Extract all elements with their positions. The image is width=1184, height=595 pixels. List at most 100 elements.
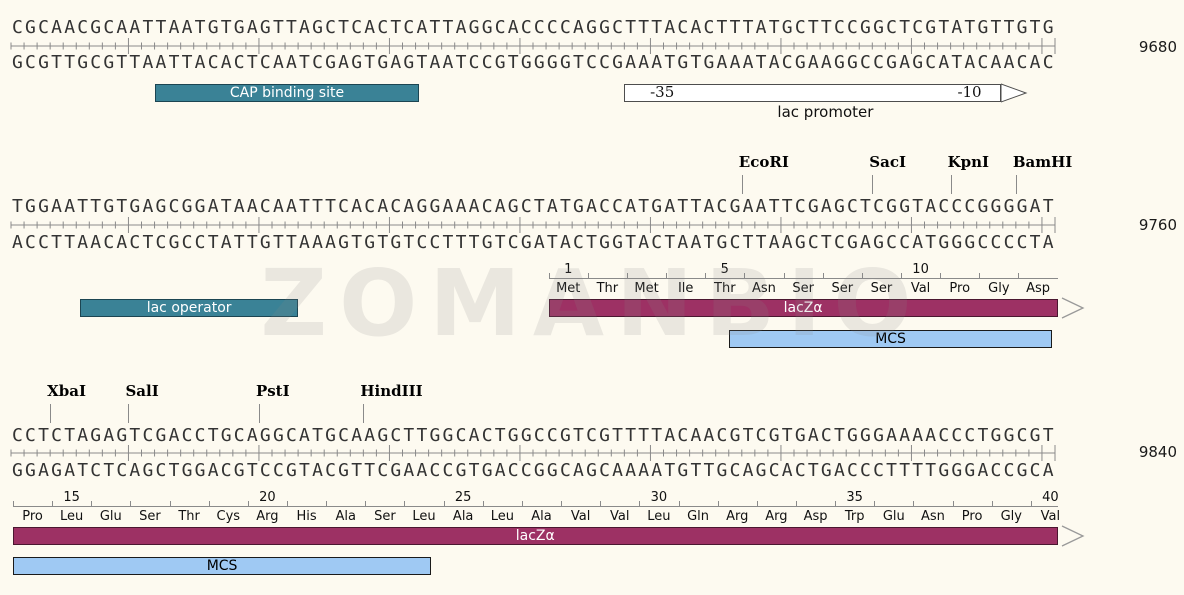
translation-ruler-tick — [626, 273, 628, 278]
translation-ruler-tick — [756, 501, 758, 506]
bottom-strand-row-1[interactable]: GCGTTGCGTTAATTACACTCAATCGAGTGAGTAATCCGTG… — [12, 52, 1056, 73]
translation-ruler-tick — [901, 273, 902, 278]
translation-ruler-tick — [287, 501, 288, 506]
mcs-box[interactable]: MCS — [728, 330, 1053, 348]
restriction-site-tick-SalI — [128, 404, 130, 423]
feature-cap-binding-site[interactable]: CAP binding site — [154, 84, 420, 102]
aa-label-Gln: Gln — [687, 509, 710, 524]
aa-label-Thr: Thr — [178, 509, 200, 524]
position-label: 9840 — [1138, 443, 1177, 461]
translation-ruler-tick — [587, 273, 589, 278]
translation-ruler-tick — [169, 501, 171, 506]
restriction-site-tick-HindIII — [363, 404, 365, 423]
top-strand-row-3[interactable]: CCTCTAGAGTCGACCTGCAGGCATGCAAGCTTGGCACTGG… — [12, 425, 1056, 446]
top-strand-row-2[interactable]: TGGAATTGTGAGCGGATAACAATTTCACACAGGAAACAGC… — [12, 196, 1056, 217]
translation-ruler-tick — [940, 273, 942, 278]
translation-bar-lacZa[interactable]: lacZα — [548, 299, 1058, 317]
translation-ruler-tick — [639, 501, 641, 506]
aa-label-Asp: Asp — [1026, 281, 1050, 296]
translation-ruler-tick — [52, 501, 54, 506]
translation-ruler-tick — [443, 501, 445, 506]
aa-label-Asn: Asn — [921, 509, 945, 524]
translation-ruler-tick — [548, 273, 550, 278]
aa-label-Pro: Pro — [961, 509, 983, 524]
sequence-position-ruler — [10, 444, 1056, 461]
restriction-site-tick-SacI — [872, 175, 874, 194]
translation-ruler-tick — [822, 273, 824, 278]
translation-ruler — [548, 278, 1058, 279]
aa-label-Gly: Gly — [1000, 509, 1022, 524]
translation-bar-lacZa[interactable]: lacZα — [12, 527, 1058, 545]
aa-label-Ser: Ser — [870, 281, 893, 296]
aa-number: 30 — [650, 490, 668, 505]
translation-ruler-tick — [247, 501, 249, 506]
promoter-name-label: lac promoter — [777, 103, 874, 121]
restriction-site-label-PstI[interactable]: PstI — [255, 382, 290, 400]
translation-ruler-tick — [1030, 501, 1032, 506]
restriction-site-label-SalI[interactable]: SalI — [125, 382, 159, 400]
restriction-site-label-BamHI[interactable]: BamHI — [1012, 153, 1073, 171]
top-strand-row-1[interactable]: CGCAACGCAATTAATGTGAGTTAGCTCACTCATTAGGCAC… — [12, 17, 1056, 38]
aa-number: 25 — [454, 490, 472, 505]
aa-label-Thr: Thr — [596, 281, 619, 296]
promoter-segment-label: -35 — [650, 83, 675, 101]
restriction-site-label-EcoRI[interactable]: EcoRI — [738, 153, 789, 171]
aa-label-Ser: Ser — [139, 509, 161, 524]
sequence-position-ruler — [10, 216, 1056, 233]
position-label: 9680 — [1138, 38, 1177, 56]
restriction-site-label-XbaI[interactable]: XbaI — [47, 382, 87, 400]
aa-label-Ser: Ser — [831, 281, 854, 296]
restriction-site-label-SacI[interactable]: SacI — [869, 153, 906, 171]
aa-number: 15 — [63, 490, 80, 505]
translation-ruler — [12, 506, 1058, 507]
aa-label-Ser: Ser — [374, 509, 396, 524]
aa-label-Glu: Glu — [99, 509, 122, 524]
restriction-site-label-HindIII[interactable]: HindIII — [360, 382, 423, 400]
sequence-position-ruler — [10, 37, 1056, 54]
aa-number: 1 — [564, 262, 573, 277]
aa-number: 5 — [720, 262, 729, 277]
translation-ruler-tick — [1018, 273, 1020, 278]
aa-label-Arg: Arg — [765, 509, 788, 524]
aa-label-Cys: Cys — [216, 509, 241, 524]
translation-ruler-tick — [326, 501, 328, 506]
translation-ruler-tick — [91, 501, 93, 506]
translation-continues-arrow-icon — [1061, 297, 1085, 319]
promoter-box[interactable] — [624, 84, 1002, 102]
promoter-arrow-tip — [1001, 83, 1028, 103]
translation-ruler-tick — [717, 501, 719, 506]
translation-ruler-tick — [874, 501, 876, 506]
aa-label-Pro: Pro — [22, 509, 43, 524]
aa-label-Gly: Gly — [988, 281, 1010, 296]
bottom-strand-row-3[interactable]: GGAGATCTCAGCTGGACGTCCGTACGTTCGAACCGTGACC… — [12, 460, 1056, 481]
restriction-site-label-KpnI[interactable]: KpnI — [947, 153, 990, 171]
aa-label-Asp: Asp — [803, 509, 828, 524]
aa-label-Glu: Glu — [882, 509, 905, 524]
translation-continues-arrow-icon — [1061, 525, 1085, 547]
translation-ruler-tick — [705, 273, 707, 278]
aa-label-Ala: Ala — [531, 509, 552, 524]
aa-label-Ile: Ile — [677, 281, 694, 296]
aa-label-Ala: Ala — [452, 509, 474, 524]
translation-ruler-tick — [130, 501, 132, 506]
aa-label-Leu: Leu — [490, 509, 514, 524]
translation-ruler-tick — [600, 501, 602, 506]
restriction-site-tick-PstI — [258, 404, 260, 423]
translation-ruler-tick — [208, 501, 210, 506]
translation-ruler-tick — [666, 273, 668, 278]
translation-ruler-tick — [12, 501, 14, 506]
aa-label-Arg: Arg — [726, 509, 749, 524]
aa-label-Val: Val — [570, 509, 591, 524]
feature-lac-operator[interactable]: lac operator — [80, 299, 299, 317]
translation-ruler-tick — [952, 501, 954, 506]
bottom-strand-row-2[interactable]: ACCTTAACACTCGCCTATTGTTAAAGTGTGTCCTTTGTCG… — [12, 232, 1056, 253]
mcs-box[interactable]: MCS — [12, 557, 432, 575]
aa-number: 35 — [846, 490, 863, 505]
aa-label-Asn: Asn — [752, 281, 776, 296]
aa-label-Ala: Ala — [335, 509, 356, 524]
restriction-site-tick-XbaI — [50, 404, 52, 423]
aa-number: 20 — [259, 490, 276, 505]
aa-label-His: His — [296, 509, 317, 524]
aa-label-Leu: Leu — [412, 509, 436, 524]
aa-label-Trp: Trp — [844, 509, 865, 524]
